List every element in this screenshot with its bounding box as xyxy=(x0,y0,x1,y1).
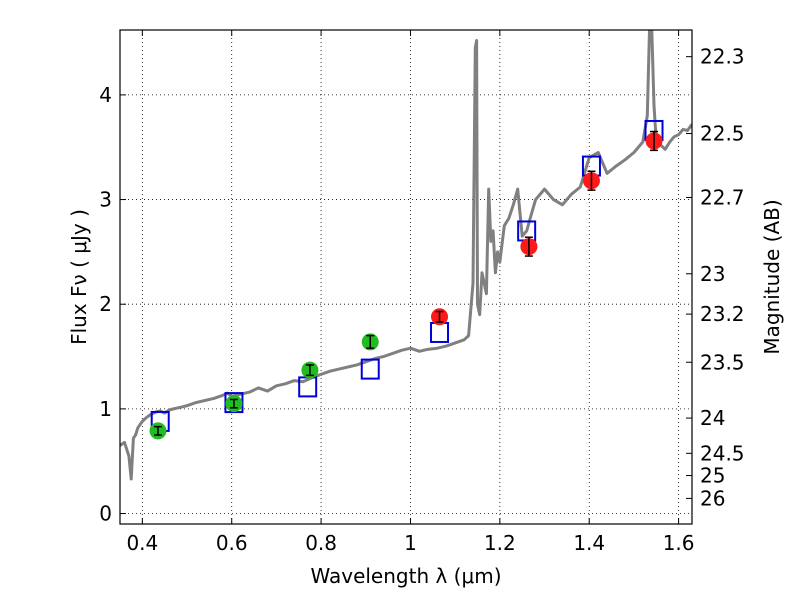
mag-tick-label: 26 xyxy=(700,486,725,510)
mag-tick-label: 23.5 xyxy=(700,350,745,374)
model-spectrum-line xyxy=(120,30,692,481)
x-tick-label: 0.4 xyxy=(126,531,158,555)
mag-tick-label: 24 xyxy=(700,406,725,430)
mag-tick-label: 23 xyxy=(700,262,725,286)
y2-axis-label: Magnitude (AB) xyxy=(760,199,784,354)
x-tick-label: 1.2 xyxy=(484,531,516,555)
mag-tick-label: 22.5 xyxy=(700,122,745,146)
mag-tick-label: 25 xyxy=(700,464,725,488)
mag-tick-label: 22.3 xyxy=(700,45,745,69)
grid-layer xyxy=(120,30,692,524)
y-tick-label: 3 xyxy=(99,188,112,212)
plot-layer xyxy=(120,30,692,481)
y-tick-label: 4 xyxy=(99,83,112,107)
y-tick-label: 2 xyxy=(99,292,112,316)
mag-tick-label: 22.7 xyxy=(700,185,745,209)
x-tick-label: 1 xyxy=(404,531,417,555)
y-axis-label: Flux Fν ( μJy ) xyxy=(67,209,91,345)
y-tick-label: 1 xyxy=(99,397,112,421)
tick-layer: 0.4 0.6 0.8 1 1.2 1.4 1.60123422.322.522.72323… xyxy=(99,30,745,555)
x-axis-label: Wavelength λ (μm) xyxy=(310,564,501,588)
x-tick-label: 0.6 xyxy=(216,531,248,555)
x-tick-label: 0.8 xyxy=(305,531,337,555)
x-tick-label: 1.4 xyxy=(573,531,605,555)
model-photometry-square xyxy=(430,321,450,343)
mag-tick-label: 24.5 xyxy=(700,441,745,465)
y-tick-label: 0 xyxy=(99,502,112,526)
x-tick-label: 1.6 xyxy=(663,531,695,555)
model-photometry-square xyxy=(360,358,380,380)
mag-tick-label: 23.2 xyxy=(700,302,745,326)
plot-frame xyxy=(119,29,693,525)
